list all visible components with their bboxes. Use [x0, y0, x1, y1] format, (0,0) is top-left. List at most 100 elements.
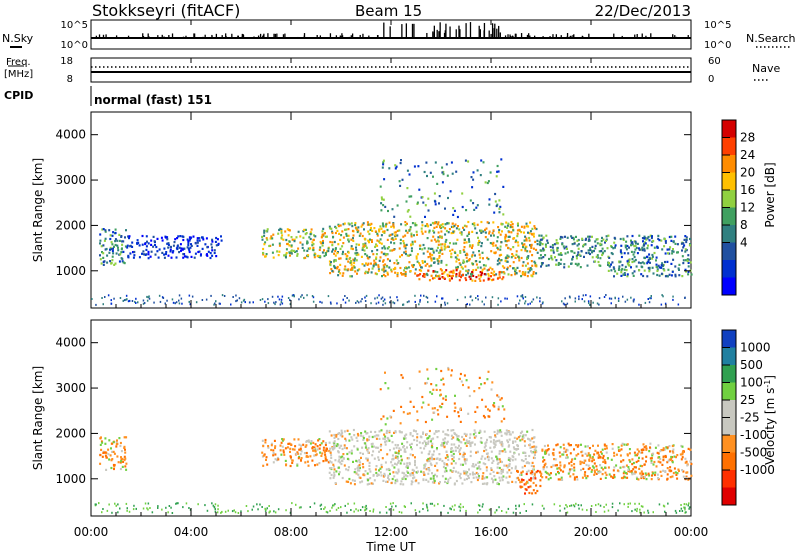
echo-cell [643, 269, 646, 272]
echo-cell [416, 202, 419, 205]
echo-cell [641, 246, 644, 249]
echo-cell [350, 268, 353, 271]
echo-cell [559, 252, 562, 255]
ground-scatter-cell [661, 294, 663, 297]
echo-cell [416, 201, 419, 204]
echo-cell [650, 236, 653, 240]
echo-cell [513, 267, 516, 270]
echo-cell [469, 433, 472, 436]
echo-cell [330, 461, 333, 464]
echo-cell [658, 456, 661, 459]
echo-cell [520, 231, 523, 234]
echo-cell [450, 437, 453, 440]
echo-cell [342, 272, 345, 275]
echo-cell [610, 263, 612, 266]
echo-cell [658, 274, 661, 277]
ground-scatter-cell [346, 297, 348, 299]
echo-cell [299, 447, 302, 450]
ground-scatter-cell [149, 507, 151, 509]
echo-cell [561, 478, 564, 481]
ground-scatter-cell [113, 297, 115, 300]
echo-cell [393, 262, 396, 265]
echo-cell [434, 464, 437, 467]
echo-cell [415, 479, 418, 482]
echo-cell [607, 466, 610, 469]
echo-cell [482, 414, 485, 418]
echo-cell [529, 244, 531, 247]
colorbar-tick-label: -1000 [740, 463, 775, 477]
echo-cell [296, 451, 299, 454]
ground-scatter-cell [274, 303, 276, 306]
echo-cell [469, 454, 472, 458]
echo-cell [478, 260, 481, 263]
echo-cell [527, 271, 530, 274]
echo-cell [561, 236, 564, 239]
echo-cell [455, 260, 458, 263]
ground-scatter-cell [582, 294, 585, 297]
echo-cell [300, 444, 303, 447]
ground-scatter-cell [166, 299, 168, 302]
echo-cell [509, 248, 512, 251]
echo-cell [350, 452, 353, 455]
echo-cell [669, 466, 672, 469]
ground-scatter-cell [135, 302, 137, 304]
echo-cell [426, 174, 428, 178]
echo-cell [427, 403, 430, 406]
ground-scatter-cell [206, 509, 209, 512]
echo-cell [100, 436, 102, 439]
echo-cell [407, 254, 410, 257]
echo-cell [550, 254, 553, 258]
ground-scatter-cell [264, 509, 267, 512]
echo-cell [289, 464, 292, 468]
echo-cell [407, 266, 410, 269]
echo-cell [549, 476, 552, 480]
ground-scatter-cell [165, 506, 167, 509]
echo-cell [407, 471, 410, 474]
echo-cell [369, 470, 372, 473]
echo-cell [641, 472, 644, 475]
ground-scatter-cell [102, 303, 104, 306]
echo-cell [425, 433, 428, 436]
echo-cell [404, 224, 407, 227]
echo-cell [312, 449, 315, 452]
echo-cell [366, 271, 369, 274]
ground-scatter-cell [358, 301, 360, 304]
echo-cell [335, 433, 338, 437]
echo-cell [476, 450, 479, 454]
echo-cell [272, 452, 275, 455]
echo-cell [648, 450, 651, 453]
echo-cell [163, 256, 166, 259]
echo-cell [670, 235, 673, 238]
echo-cell [607, 234, 610, 237]
echo-cell [337, 432, 340, 435]
echo-cell [629, 470, 632, 473]
ground-scatter-cell [506, 297, 508, 300]
echo-cell [138, 244, 141, 247]
echo-cell [460, 380, 463, 383]
echo-cell [113, 263, 116, 266]
echo-cell [475, 471, 478, 475]
echo-cell [338, 268, 341, 271]
echo-cell [428, 435, 431, 438]
echo-cell [531, 461, 534, 464]
echo-cell [661, 262, 664, 265]
echo-cell [634, 242, 637, 245]
ground-scatter-cell [589, 303, 591, 306]
echo-cell [406, 210, 409, 213]
echo-cell [420, 269, 423, 272]
nsearch-label: N.Search [746, 32, 796, 45]
echo-cell [647, 472, 650, 475]
echo-cell [663, 245, 666, 248]
echo-cell [380, 429, 383, 432]
echo-cell [648, 256, 651, 259]
ground-scatter-cell [337, 507, 340, 509]
echo-cell [613, 241, 616, 244]
echo-cell [323, 249, 325, 252]
echo-cell [299, 235, 302, 238]
echo-cell [564, 252, 567, 255]
echo-cell [417, 482, 420, 485]
echo-cell [505, 476, 508, 479]
echo-cell [324, 232, 326, 235]
echo-cell [430, 438, 433, 441]
echo-cell [583, 473, 586, 476]
